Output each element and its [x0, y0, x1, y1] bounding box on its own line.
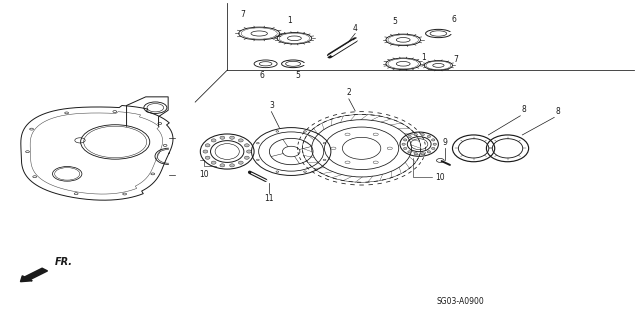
- Ellipse shape: [220, 136, 225, 139]
- Text: 7: 7: [241, 10, 245, 19]
- Ellipse shape: [205, 144, 210, 147]
- FancyArrow shape: [20, 268, 47, 282]
- Ellipse shape: [421, 153, 424, 155]
- Text: 10: 10: [198, 170, 209, 179]
- Ellipse shape: [408, 151, 412, 153]
- Text: 2: 2: [346, 88, 351, 97]
- Ellipse shape: [431, 139, 435, 141]
- Ellipse shape: [238, 139, 243, 142]
- Ellipse shape: [238, 161, 243, 164]
- Ellipse shape: [421, 134, 424, 136]
- Text: 5: 5: [392, 17, 397, 26]
- Ellipse shape: [230, 164, 234, 167]
- Text: 8: 8: [521, 105, 526, 114]
- Ellipse shape: [244, 156, 249, 159]
- Ellipse shape: [220, 164, 225, 167]
- Ellipse shape: [408, 136, 412, 137]
- Text: 6: 6: [260, 71, 265, 80]
- Ellipse shape: [427, 136, 431, 137]
- Text: 8: 8: [555, 108, 560, 116]
- Text: 6: 6: [452, 15, 457, 24]
- Text: 1: 1: [287, 16, 292, 25]
- Ellipse shape: [403, 139, 407, 141]
- Ellipse shape: [211, 161, 216, 164]
- Text: 1: 1: [421, 53, 426, 62]
- Text: 7: 7: [453, 55, 458, 64]
- Text: FR.: FR.: [54, 257, 72, 267]
- Text: SG03-A0900: SG03-A0900: [437, 297, 484, 306]
- Ellipse shape: [414, 134, 417, 136]
- Ellipse shape: [211, 139, 216, 142]
- Text: 9: 9: [442, 138, 447, 147]
- Ellipse shape: [427, 151, 431, 153]
- Text: 5: 5: [296, 71, 301, 80]
- Text: 10: 10: [435, 173, 445, 182]
- Ellipse shape: [431, 147, 435, 150]
- Ellipse shape: [244, 144, 249, 147]
- Text: 4: 4: [353, 24, 358, 33]
- Text: 11: 11: [264, 194, 273, 203]
- Ellipse shape: [205, 156, 210, 159]
- Ellipse shape: [403, 147, 407, 150]
- Ellipse shape: [246, 150, 252, 153]
- Ellipse shape: [402, 143, 405, 145]
- Ellipse shape: [230, 136, 234, 139]
- Ellipse shape: [433, 143, 436, 145]
- Text: 3: 3: [269, 101, 274, 110]
- Ellipse shape: [414, 153, 417, 155]
- Ellipse shape: [203, 150, 208, 153]
